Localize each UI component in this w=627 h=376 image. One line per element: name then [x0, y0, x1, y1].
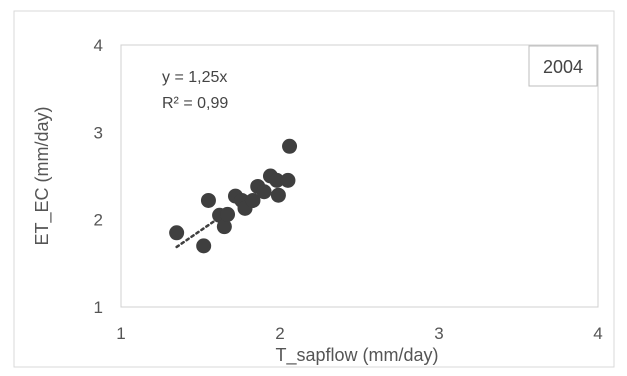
- x-axis-ticks: 1 2 3 4: [116, 324, 602, 343]
- data-point: [270, 187, 286, 203]
- y-axis-ticks: 1 2 3 4: [94, 36, 103, 317]
- x-tick-label: 4: [593, 324, 602, 343]
- data-point: [269, 172, 285, 188]
- year-label: 2004: [543, 57, 583, 77]
- equation-label: y = 1,25x: [162, 69, 227, 86]
- data-points: [169, 138, 298, 254]
- data-point: [220, 206, 236, 222]
- x-tick-label: 1: [116, 324, 125, 343]
- chart-area-border: [13, 10, 615, 368]
- r-squared-label: R² = 0,99: [162, 95, 228, 112]
- plot-area-border: [120, 44, 599, 308]
- trendline: [175, 216, 221, 249]
- data-point: [280, 172, 296, 188]
- y-tick-label: 1: [94, 298, 103, 317]
- y-tick-label: 3: [94, 123, 103, 142]
- data-point: [282, 138, 298, 154]
- trendline-group: [175, 216, 221, 249]
- y-tick-label: 2: [94, 211, 103, 230]
- x-axis-title: T_sapflow (mm/day): [275, 345, 438, 366]
- x-tick-label: 2: [275, 324, 284, 343]
- x-tick-label: 3: [434, 324, 443, 343]
- data-point: [256, 184, 272, 200]
- y-axis-title: ET_EC (mm/day): [32, 106, 53, 245]
- year-box: [528, 45, 598, 87]
- y-tick-label: 4: [94, 36, 103, 55]
- data-point: [196, 238, 212, 254]
- data-point: [169, 225, 185, 241]
- data-point: [200, 192, 216, 208]
- data-point: [216, 219, 232, 235]
- data-point: [245, 192, 261, 208]
